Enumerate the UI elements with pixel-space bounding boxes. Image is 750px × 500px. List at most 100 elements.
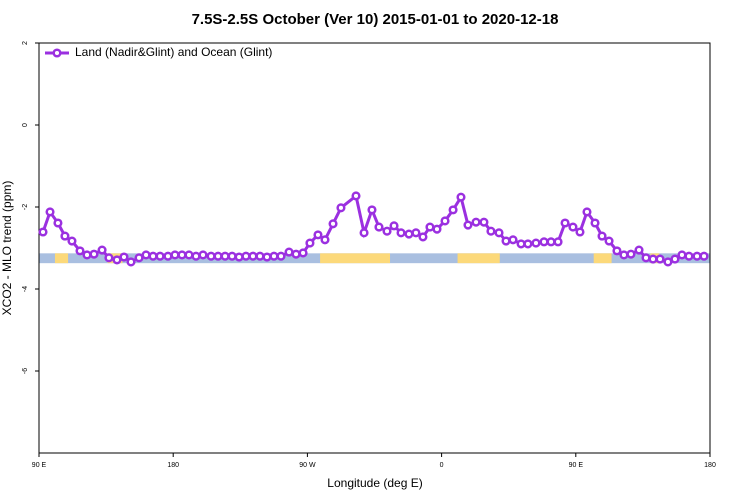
series-point — [692, 251, 702, 261]
series-point — [359, 228, 369, 238]
y-tick-label: -2 — [22, 204, 29, 210]
series-point — [531, 238, 541, 248]
x-tick-label: 0 — [440, 462, 444, 469]
series-point — [38, 227, 48, 237]
series-point — [97, 245, 107, 255]
series-point — [612, 246, 622, 256]
series-point — [213, 251, 223, 261]
series-point — [684, 251, 694, 261]
series-point — [262, 252, 272, 262]
series-point — [597, 231, 607, 241]
series-point — [568, 222, 578, 232]
series-point — [298, 248, 308, 258]
series-point — [486, 226, 496, 236]
series-point — [269, 251, 279, 261]
series-point — [367, 205, 377, 215]
series-point — [284, 247, 294, 257]
series-point — [351, 191, 361, 201]
series-point — [305, 238, 315, 248]
series-point — [191, 251, 201, 261]
series-point — [418, 232, 428, 242]
series-point — [389, 221, 399, 231]
series-point — [523, 239, 533, 249]
series-point — [479, 217, 489, 227]
x-tick-label: 180 — [167, 462, 179, 469]
series-point — [67, 236, 77, 246]
series-point — [248, 251, 258, 261]
series-point — [641, 253, 651, 263]
series-point — [126, 257, 136, 267]
series-point — [276, 251, 286, 261]
y-tick-label: -4 — [22, 286, 29, 292]
y-tick-label: 2 — [22, 41, 29, 45]
series-point — [471, 217, 481, 227]
series-point — [134, 253, 144, 263]
y-tick-label: -6 — [22, 368, 29, 374]
series-point — [648, 254, 658, 264]
series-point — [89, 249, 99, 259]
series-point — [699, 251, 709, 261]
series-point — [336, 203, 346, 213]
land-band — [457, 253, 500, 264]
series-point — [291, 249, 301, 259]
x-tick-label: 90 W — [299, 462, 316, 469]
series-point — [448, 205, 458, 215]
series-point — [396, 228, 406, 238]
series-point — [553, 237, 563, 247]
series-point — [582, 207, 592, 217]
series-point — [313, 230, 323, 240]
series-point — [670, 254, 680, 264]
legend-label: Land (Nadir&Glint) and Ocean (Glint) — [75, 45, 272, 59]
series-point — [604, 236, 614, 246]
series-point — [148, 251, 158, 261]
series-point — [432, 224, 442, 234]
x-tick-label: 90 E — [569, 462, 584, 469]
series-point — [82, 250, 92, 260]
series-point — [255, 251, 265, 261]
series-point — [440, 216, 450, 226]
series-point — [463, 220, 473, 230]
series-point — [663, 257, 673, 267]
series-point — [206, 251, 216, 261]
series-point — [655, 254, 665, 264]
series-point — [425, 222, 435, 232]
series-point — [539, 237, 549, 247]
series-point — [328, 219, 338, 229]
series-point — [241, 251, 251, 261]
series-point — [227, 251, 237, 261]
series-point — [198, 250, 208, 260]
y-axis-label: XCO2 - MLO trend (ppm) — [0, 181, 14, 316]
land-band — [320, 253, 391, 264]
series-point — [374, 222, 384, 232]
series-point — [590, 218, 600, 228]
series-point — [508, 235, 518, 245]
series-point — [677, 250, 687, 260]
chart-title: 7.5S-2.5S October (Ver 10) 2015-01-01 to… — [192, 11, 559, 28]
x-axis-label: Longitude (deg E) — [327, 476, 422, 490]
series-point — [234, 252, 244, 262]
land-band — [54, 253, 69, 264]
series-point — [119, 252, 129, 262]
series-point — [494, 228, 504, 238]
series-point — [45, 207, 55, 217]
series-point — [382, 226, 392, 236]
series-point — [75, 246, 85, 256]
series-point — [501, 236, 511, 246]
series-point — [104, 253, 114, 263]
plot-frame — [38, 42, 711, 454]
series-point — [163, 251, 173, 261]
series-point — [626, 249, 636, 259]
series-point — [170, 250, 180, 260]
series-point — [53, 218, 63, 228]
land-band — [593, 253, 612, 264]
series-point — [411, 228, 421, 238]
series-point — [60, 231, 70, 241]
series-point — [575, 227, 585, 237]
series-point — [546, 237, 556, 247]
series-point — [619, 250, 629, 260]
series-point — [634, 245, 644, 255]
series-point — [112, 255, 122, 265]
series-point — [141, 250, 151, 260]
series-point — [404, 229, 414, 239]
